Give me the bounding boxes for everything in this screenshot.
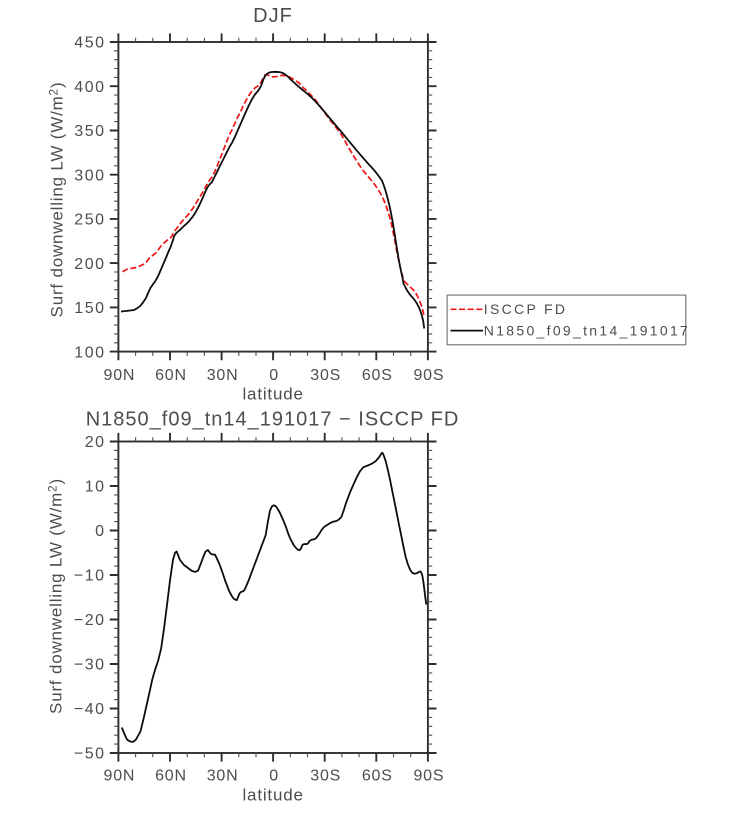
svg-text:N1850_f09_tn14_191017: N1850_f09_tn14_191017 <box>484 323 690 339</box>
svg-text:350: 350 <box>74 123 105 140</box>
svg-text:−10: −10 <box>74 568 106 585</box>
svg-text:DJF: DJF <box>253 5 293 27</box>
svg-text:300: 300 <box>74 167 105 184</box>
svg-text:30S: 30S <box>310 767 341 784</box>
svg-text:N1850_f09_tn14_191017 − ISCCP: N1850_f09_tn14_191017 − ISCCP FD <box>86 408 460 430</box>
svg-text:30N: 30N <box>207 767 239 784</box>
svg-text:200: 200 <box>74 256 105 273</box>
svg-text:400: 400 <box>74 79 105 96</box>
svg-text:30S: 30S <box>310 367 341 384</box>
svg-text:250: 250 <box>74 212 105 229</box>
svg-text:90N: 90N <box>104 767 136 784</box>
svg-text:60N: 60N <box>155 367 187 384</box>
svg-text:−20: −20 <box>74 612 106 629</box>
svg-text:90N: 90N <box>104 367 136 384</box>
svg-text:−30: −30 <box>74 657 106 674</box>
svg-text:90S: 90S <box>413 367 444 384</box>
svg-text:90S: 90S <box>413 767 444 784</box>
svg-text:Surf downwelling LW (W/m2): Surf downwelling LW (W/m2) <box>47 82 67 318</box>
svg-text:0: 0 <box>269 367 279 384</box>
svg-text:60N: 60N <box>155 767 187 784</box>
svg-text:100: 100 <box>74 344 105 361</box>
svg-text:150: 150 <box>74 300 105 317</box>
svg-text:latitude: latitude <box>242 786 303 805</box>
svg-text:450: 450 <box>74 35 105 52</box>
svg-text:20: 20 <box>85 434 106 451</box>
svg-text:ISCCP FD: ISCCP FD <box>484 301 568 317</box>
svg-text:60S: 60S <box>362 367 393 384</box>
svg-text:30N: 30N <box>207 367 239 384</box>
svg-text:latitude: latitude <box>242 385 303 404</box>
svg-text:Surf downwelling LW (W/m2): Surf downwelling LW (W/m2) <box>46 478 66 714</box>
svg-text:10: 10 <box>85 479 106 496</box>
svg-text:−50: −50 <box>74 746 106 763</box>
svg-text:60S: 60S <box>362 767 393 784</box>
svg-text:0: 0 <box>95 523 105 540</box>
svg-text:−40: −40 <box>74 701 106 718</box>
svg-text:0: 0 <box>269 767 279 784</box>
